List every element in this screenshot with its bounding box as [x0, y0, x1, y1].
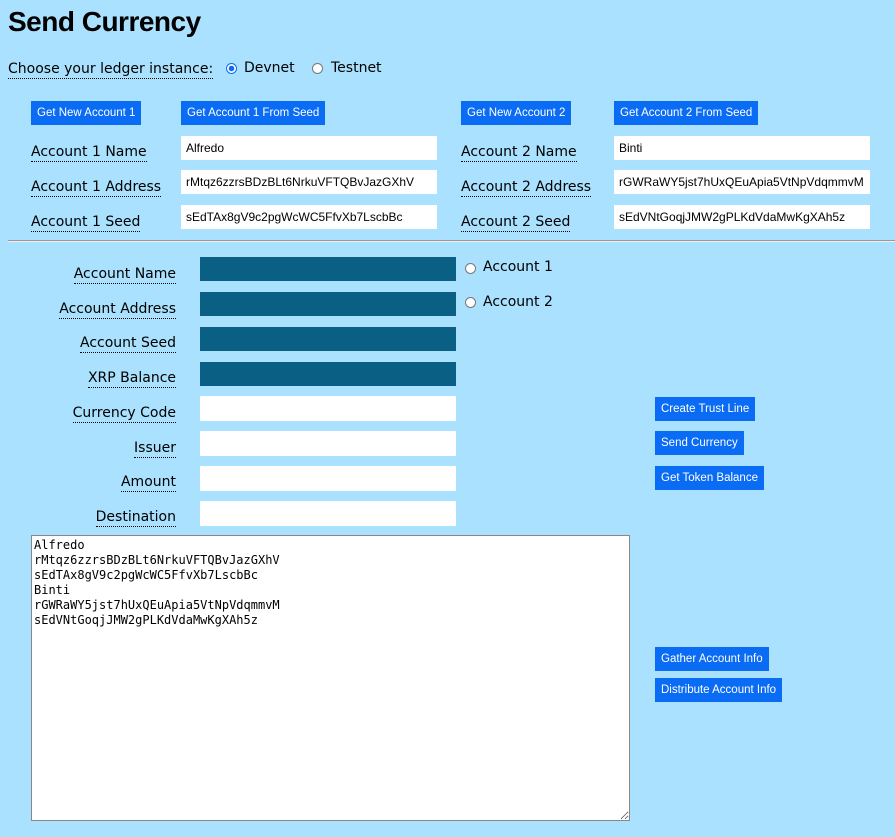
account-1-seed-field[interactable]: sEdTAx8gV9c2pgWcWC5FfvXb7LscbBc — [181, 205, 437, 229]
issuer-field[interactable] — [200, 431, 456, 456]
account-2-radio[interactable] — [465, 297, 476, 308]
testnet-label[interactable]: Testnet — [331, 60, 382, 76]
account-1-name-field[interactable]: Alfredo — [181, 136, 437, 160]
account-1-name-label: Account 1 Name — [31, 144, 147, 162]
get-token-balance-button[interactable]: Get Token Balance — [655, 466, 764, 490]
account-name-label: Account Name — [73, 266, 176, 284]
divider — [8, 240, 895, 242]
account-2-name-label: Account 2 Name — [461, 144, 577, 162]
distribute-account-info-button[interactable]: Distribute Account Info — [655, 678, 783, 702]
amount-label: Amount — [120, 474, 176, 492]
currency-code-label: Currency Code — [72, 405, 176, 423]
account-2-address-field[interactable]: rGWRaWY5jst7hUxQEuApia5VtNpVdqmmvM — [614, 170, 870, 194]
account-2-seed-field[interactable]: sEdVNtGoqjJMW2gPLKdVdaMwKgXAh5z — [614, 205, 870, 229]
issuer-label: Issuer — [134, 440, 176, 458]
account-address-label: Account Address — [59, 301, 176, 319]
account-1-address-field[interactable]: rMtqz6zzrsBDzBLt6NrkuVFTQBvJazGXhV — [181, 170, 437, 194]
account-1-radio-label[interactable]: Account 1 — [483, 259, 553, 275]
account-2-seed-label: Account 2 Seed — [461, 214, 571, 232]
account-address-field[interactable] — [200, 292, 456, 316]
get-account-1-from-seed-button[interactable]: Get Account 1 From Seed — [181, 101, 326, 125]
xrp-balance-field[interactable] — [200, 362, 456, 386]
page-title: Send Currency — [8, 6, 201, 37]
create-trust-line-button[interactable]: Create Trust Line — [655, 397, 756, 421]
account-2-name-field[interactable]: Binti — [614, 136, 870, 160]
account-seed-label: Account Seed — [80, 335, 176, 353]
xrp-balance-label: XRP Balance — [87, 370, 176, 388]
account-2-address-label: Account 2 Address — [461, 179, 592, 197]
ledger-label: Choose your ledger instance: — [8, 61, 214, 79]
currency-code-field[interactable] — [200, 396, 456, 421]
account-1-address-label: Account 1 Address — [31, 179, 162, 197]
get-new-account-2-button[interactable]: Get New Account 2 — [461, 101, 572, 125]
send-currency-button[interactable]: Send Currency — [655, 431, 744, 455]
account-name-field[interactable] — [200, 257, 456, 281]
devnet-radio[interactable] — [226, 63, 237, 74]
account-1-seed-label: Account 1 Seed — [31, 214, 141, 232]
destination-label: Destination — [95, 509, 176, 527]
account-1-radio[interactable] — [465, 263, 476, 274]
devnet-label[interactable]: Devnet — [244, 60, 295, 76]
account-seed-field[interactable] — [200, 327, 456, 351]
get-new-account-1-button[interactable]: Get New Account 1 — [31, 101, 142, 125]
gather-account-info-button[interactable]: Gather Account Info — [655, 647, 769, 671]
get-account-2-from-seed-button[interactable]: Get Account 2 From Seed — [614, 101, 759, 125]
destination-field[interactable] — [200, 501, 456, 526]
account-2-radio-label[interactable]: Account 2 — [483, 294, 553, 310]
testnet-radio[interactable] — [312, 63, 323, 74]
amount-field[interactable] — [200, 466, 456, 491]
results-textarea[interactable]: Alfredo rMtqz6zzrsBDzBLt6NrkuVFTQBvJazGX… — [31, 535, 630, 821]
